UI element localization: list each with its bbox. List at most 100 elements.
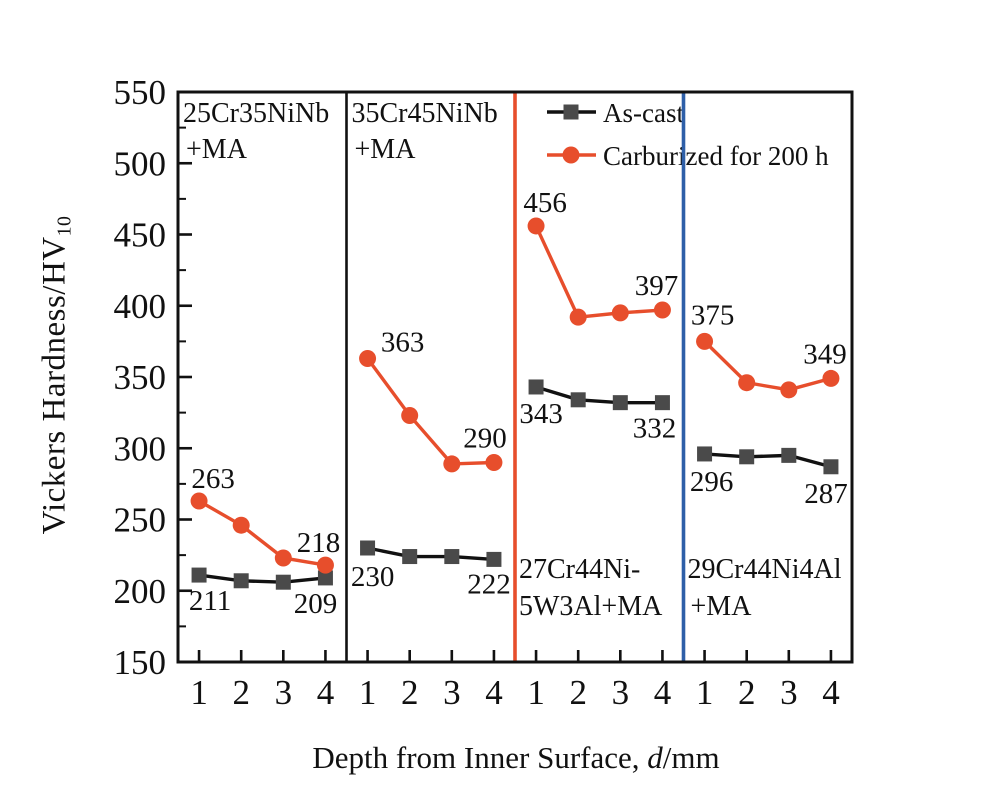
series-line-carburized [534,225,663,319]
x-axis-title-suffix: /mm [662,740,720,775]
x-axis-title-prefix: Depth from Inner Surface, [312,740,648,775]
data-point-value-label: 290 [463,423,507,455]
data-point-square-marker [444,549,460,565]
y-axis-tick-label: 300 [114,429,167,468]
data-point-value-label: 222 [467,568,511,600]
data-point-value-label: 211 [189,585,231,617]
series-line-as-cast [704,452,832,469]
plot-border [176,90,854,664]
x-axis-tick-label: 4 [654,673,672,712]
y-axis-tick-label: 550 [114,73,167,112]
data-point-value-label: 332 [633,413,677,445]
data-point-square-marker [612,395,628,411]
x-axis-tick-label: 2 [738,673,756,712]
panel-label: 5W3Al+MA [519,591,663,622]
data-point-circle-marker [401,406,419,424]
data-point-circle-marker [780,381,798,399]
y-axis-tick-label: 250 [114,501,167,540]
data-point-circle-marker [569,308,587,326]
data-point-circle-marker [274,549,292,567]
data-point-circle-marker [316,556,334,574]
y-axis-tick-label: 450 [114,216,167,255]
series-line-as-cast [198,573,326,584]
data-point-circle-marker [190,492,208,510]
x-axis-tick-label: 4 [317,673,335,712]
y-axis-tick-label: 200 [114,572,167,611]
series-line-carburized [198,499,326,567]
data-point-value-label: 230 [351,561,395,593]
data-point-value-label: 263 [191,463,235,495]
data-point-square-marker [402,549,418,565]
data-point-square-marker [697,446,713,462]
series-line-carburized [366,357,494,466]
data-point-value-label: 296 [690,466,734,498]
data-point-square-marker [191,567,207,583]
data-point-square-marker [528,379,544,395]
legend-label: Carburized for 200 h [603,141,829,171]
legend-square-marker-icon [563,104,579,120]
y-axis-tick-label: 400 [114,287,167,326]
data-point-square-marker [654,395,670,411]
y-axis-tick-label: 150 [114,643,167,682]
panel-label: 29Cr44Ni4Al [688,554,842,585]
x-axis-tick-label: 3 [443,673,461,712]
series-line-as-cast [535,385,663,405]
y-axis-tick-label: 350 [114,358,167,397]
x-axis-tick-label: 2 [401,673,419,712]
data-point-value-label: 456 [523,187,567,219]
data-point-square-marker [317,570,333,586]
x-axis-tick-label: 4 [822,673,840,712]
x-axis-tick-label: 3 [275,673,293,712]
series-line-as-cast [367,546,495,562]
data-point-square-marker [486,551,502,567]
data-point-square-marker [233,573,249,589]
data-point-circle-marker [485,454,503,471]
data-point-square-marker [823,459,839,475]
data-point-circle-marker [696,332,714,350]
panel-label: +MA [186,134,248,165]
data-point-square-marker [570,392,586,408]
panel-label: 35Cr45NiNb [352,98,498,129]
y-axis-title-subscript: 10 [53,215,76,237]
x-axis-tick-label: 3 [780,673,798,712]
data-point-circle-marker [527,217,545,235]
data-point-square-marker [275,574,291,590]
data-point-value-label: 343 [519,398,563,430]
data-point-value-label: 363 [381,326,425,358]
x-axis-tick-label: 1 [190,673,208,712]
data-point-circle-marker [359,349,377,367]
data-point-value-label: 397 [635,270,679,302]
data-point-value-label: 375 [691,299,735,331]
y-axis-title-text: Vickers Hardness/HV [36,236,73,535]
y-axis-title: Vickers Hardness/HV10 [36,215,76,535]
data-point-circle-marker [653,301,671,319]
data-point-square-marker [781,447,797,463]
data-point-circle-marker [611,304,629,322]
data-point-circle-marker [232,516,250,534]
x-axis-tick-label: 1 [696,673,714,712]
data-point-square-marker [360,540,376,556]
data-point-circle-marker [738,374,756,392]
x-axis-tick-label: 2 [569,673,587,712]
data-point-square-marker [739,449,755,465]
y-axis-tick-label: 500 [114,144,167,183]
series-line-carburized [703,340,832,392]
data-point-value-label: 287 [804,478,848,510]
x-axis-tick-label: 4 [485,673,503,712]
x-axis-title-variable: d [647,740,663,775]
data-point-value-label: 209 [294,588,338,620]
panel-label: +MA [691,591,753,622]
panel-label: +MA [355,134,417,165]
data-point-value-label: 349 [803,338,847,370]
x-axis-title: Depth from Inner Surface, d/mm [312,740,719,776]
data-point-value-label: 218 [297,527,341,559]
panel-label: 27Cr44Ni- [519,554,640,585]
x-axis-tick-label: 1 [359,673,377,712]
data-point-circle-marker [443,455,461,473]
legend-label: As-cast [603,98,684,128]
panel-label: 25Cr35NiNb [183,98,329,129]
data-point-circle-marker [822,369,840,387]
x-axis-tick-label: 1 [527,673,545,712]
